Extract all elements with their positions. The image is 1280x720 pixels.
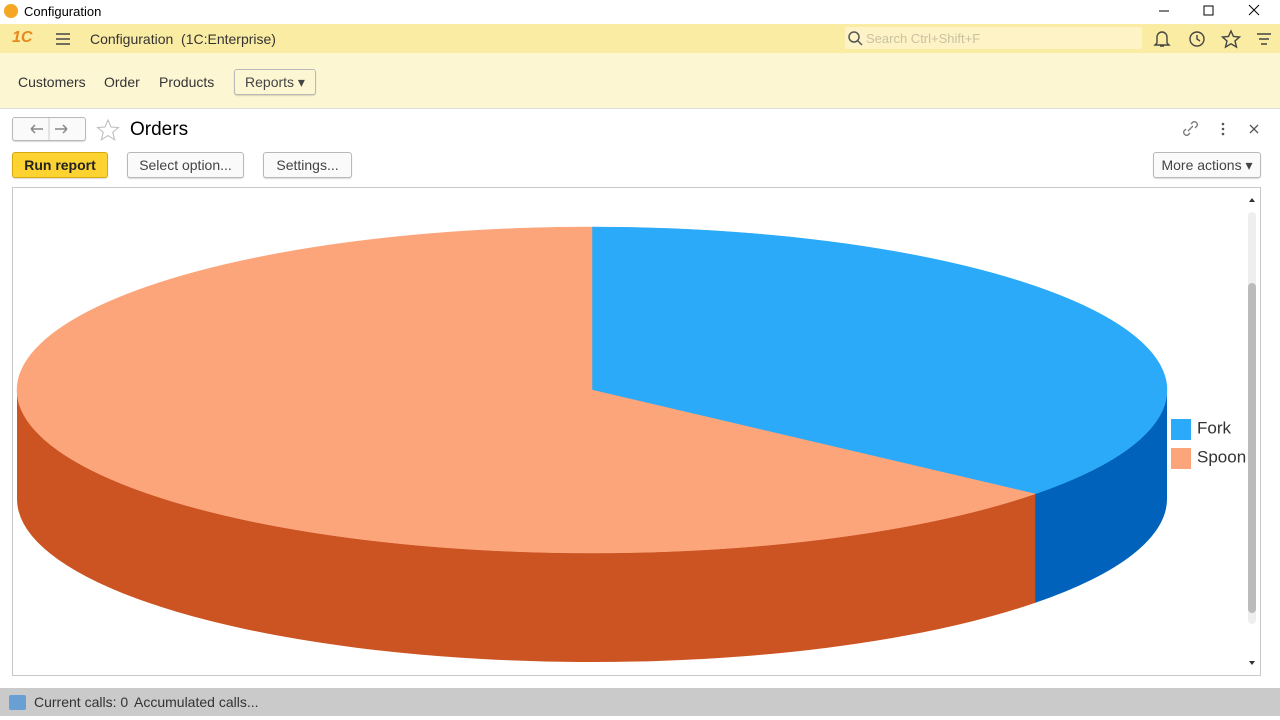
pie-slice [16,226,1036,554]
report-frame [12,187,1261,676]
section-link[interactable]: Customers [18,74,86,90]
button-label: More actions [1161,157,1242,173]
sections-bar: Customers Order Products Reports ▾ [0,53,1280,109]
select-option-button[interactable]: Select option... [127,152,244,178]
settings-button[interactable]: Settings... [263,152,352,178]
form-title: Orders [130,119,189,140]
section-link[interactable]: Order [104,74,140,90]
scrollbar[interactable] [1245,190,1259,674]
run-report-button[interactable]: Run report [12,152,108,178]
legend-swatch [1171,448,1191,469]
status-icon [9,695,26,710]
nav-buttons[interactable] [12,117,86,141]
app-icon [4,4,18,18]
search-box[interactable]: Search Ctrl+Shift+F [845,27,1142,49]
legend-label: Fork [1197,418,1232,437]
pie-chart: Fork Spoon [16,226,1246,662]
more-actions-button[interactable]: More actions ▾ [1153,152,1261,178]
search-placeholder: Search Ctrl+Shift+F [866,31,981,46]
window-controls[interactable] [1150,0,1280,24]
reports-button[interactable]: Reports ▾ [234,69,316,95]
legend-label: Spoon [1197,447,1246,466]
app-title: Configuration (1C:Enterprise) [90,31,276,47]
favorite-star[interactable] [96,118,120,142]
logo: 1С [12,29,33,46]
pie-slice-side [17,390,1036,662]
section-link[interactable]: Products [159,74,215,90]
status-bar: Current calls: 0 Accumulated calls... [0,688,1280,716]
legend-swatch [1171,419,1191,440]
button-label: Reports [245,74,295,90]
pie-slice-side [1035,390,1167,603]
window-title: Configuration [24,4,102,19]
status-item: Accumulated calls... [134,694,259,710]
title-bar: Configuration [0,0,1280,24]
status-item: Current calls: 0 [34,694,129,710]
form-icons[interactable] [1180,119,1265,139]
toolbar-icons[interactable] [1150,28,1280,50]
app-bar: 1С Configuration (1C:Enterprise) Search … [0,24,1280,53]
menu-icon[interactable] [55,31,71,47]
pie-slice [591,226,1168,495]
